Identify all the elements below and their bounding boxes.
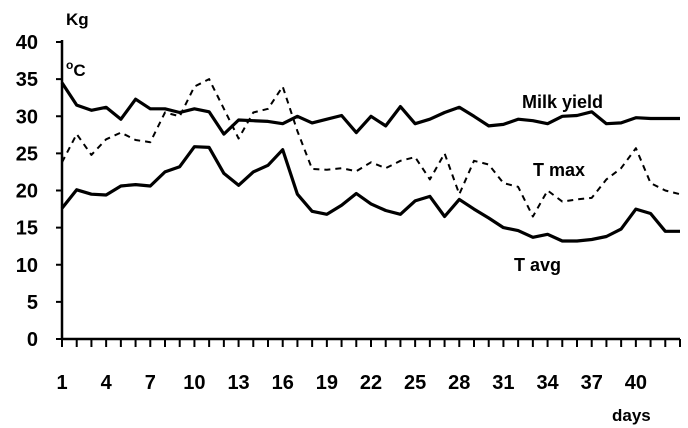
y-tick-label: 5 [27, 292, 38, 314]
series-layer [60, 78, 681, 243]
y-tick-label: 10 [16, 255, 38, 277]
x-tick-label: 1 [56, 372, 67, 394]
series-label-t-max: T max [533, 160, 585, 180]
x-tick-label: 16 [272, 372, 294, 394]
x-tick-label: 19 [316, 372, 338, 394]
y-tick-label: 30 [16, 106, 38, 128]
x-tick-label: 22 [360, 372, 382, 394]
x-tick-label: 40 [625, 372, 647, 394]
x-tick-label: 28 [448, 372, 470, 394]
y-tick-label: 40 [16, 32, 38, 54]
y-tick-label: 20 [16, 181, 38, 203]
y-tick-label: 35 [16, 69, 38, 91]
series-line-t-max [61, 78, 681, 218]
x-tick-label: 25 [404, 372, 426, 394]
y-axis-label-celsius: oC [66, 58, 86, 80]
x-tick-label: 37 [581, 372, 603, 394]
axes: 0 5 10 15 20 25 30 35 40 1 4 7 10 13 16 19 22 25 28 31 34 37 4… [16, 32, 681, 394]
x-tick-label: 13 [227, 372, 249, 394]
x-tick-label: 31 [492, 372, 514, 394]
y-tick-label: 15 [16, 218, 38, 240]
x-tick-label: 34 [536, 372, 559, 394]
series-label-milk-yield: Milk yield [522, 92, 603, 112]
x-axis-label-days: days [612, 406, 651, 425]
y-tick-label: 0 [27, 329, 38, 351]
x-tick-label: 4 [101, 372, 113, 394]
labels-layer: Kg oC days Milk yield T max T avg [66, 10, 651, 425]
series-line-milk-yield [60, 81, 680, 136]
x-tick-label: 10 [183, 372, 205, 394]
series-line-t-avg [60, 145, 680, 243]
x-tick-label: 7 [145, 372, 156, 394]
series-label-t-avg: T avg [514, 255, 561, 275]
y-axis-label-kg: Kg [66, 10, 89, 29]
y-tick-label: 25 [16, 143, 38, 165]
